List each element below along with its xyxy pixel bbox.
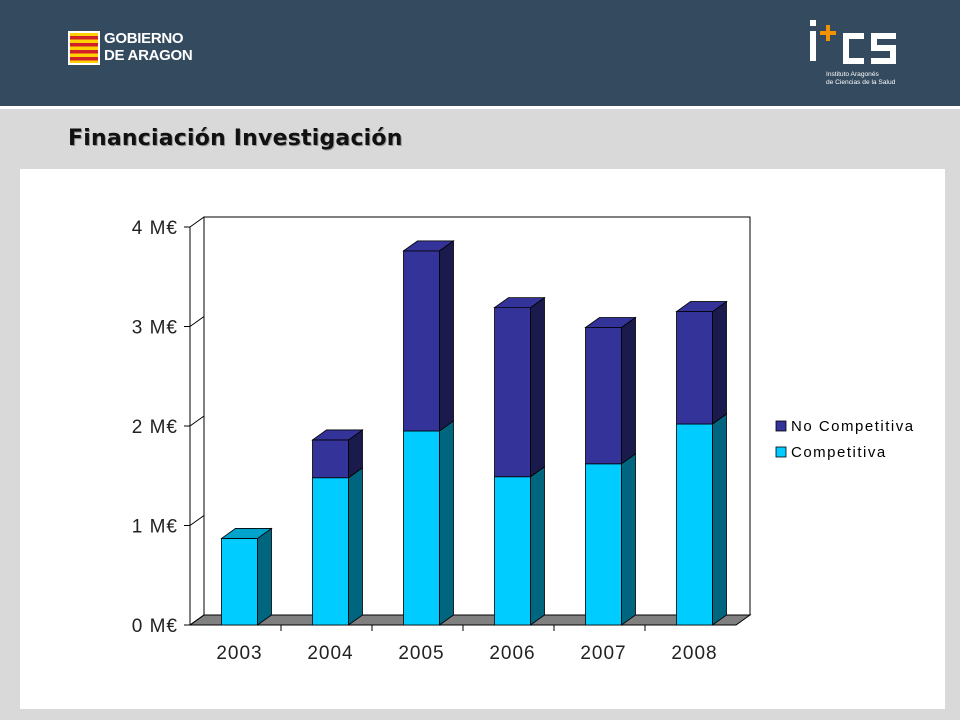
bar-top-face bbox=[402, 240, 455, 252]
gov-logo-line1: GOBIERNO bbox=[104, 30, 184, 47]
ics-subtitle: Instituto Aragonés de Ciencias de la Sal… bbox=[826, 71, 895, 87]
ics-logo: Instituto Aragonés de Ciencias de la Sal… bbox=[806, 18, 936, 94]
chart-panel: 0 M€ 1 M€ 2 M€ 3 M€ 4 M€ 2003 2004 2005 2006 2007… bbox=[20, 169, 945, 709]
bar-competitiva-front bbox=[494, 476, 531, 626]
bar-competitiva-side bbox=[257, 527, 272, 626]
stacked-bar-chart: 0 M€ 1 M€ 2 M€ 3 M€ 4 M€ 2003 2004 2005 2006 2007… bbox=[132, 216, 915, 664]
slide-title: Financiación Investigación bbox=[68, 126, 403, 151]
y-tick-label: 4 M€ bbox=[132, 218, 178, 239]
bar-top-face bbox=[584, 317, 637, 328]
gov-logo-line2: DE ARAGON bbox=[104, 47, 193, 64]
aragon-flag-icon bbox=[68, 31, 100, 65]
bar-competitiva-front bbox=[676, 423, 713, 626]
y-tick-label: 3 M€ bbox=[132, 318, 178, 339]
legend-swatch bbox=[775, 446, 787, 458]
header-divider bbox=[0, 106, 960, 109]
bar-competitiva-side bbox=[439, 420, 454, 626]
bar-top-face bbox=[311, 429, 364, 441]
bar-no-competitiva-side bbox=[439, 240, 454, 432]
header-banner: GOBIERNO DE ARAGON Instituto Aragonés de… bbox=[0, 0, 960, 106]
bar-competitiva-front bbox=[312, 477, 349, 626]
bar-no-competitiva-front bbox=[403, 250, 440, 432]
y-tick-depth-line bbox=[189, 216, 205, 228]
ics-mark-icon bbox=[810, 20, 896, 64]
legend-label: Competitiva bbox=[791, 444, 887, 461]
x-tick-label: 2006 bbox=[489, 643, 535, 664]
y-tick-depth-line bbox=[189, 415, 205, 427]
gobierno-aragon-logo: GOBIERNO DE ARAGON bbox=[68, 28, 208, 68]
x-tick-label: 2005 bbox=[398, 643, 444, 664]
ics-sub-line1: Instituto Aragonés bbox=[826, 71, 879, 78]
bar-no-competitiva-side bbox=[530, 296, 545, 478]
bar-competitiva-front bbox=[221, 538, 258, 626]
bar-no-competitiva-side bbox=[712, 300, 727, 425]
bar-competitiva-side bbox=[621, 453, 636, 626]
x-tick-label: 2004 bbox=[307, 643, 353, 664]
bar-no-competitiva-side bbox=[621, 316, 636, 465]
gobierno-aragon-text: GOBIERNO DE ARAGON bbox=[104, 30, 193, 64]
x-tick-label: 2007 bbox=[580, 643, 626, 664]
x-tick-label: 2003 bbox=[216, 643, 262, 664]
bar-no-competitiva-front bbox=[676, 311, 713, 425]
y-tick-label: 1 M€ bbox=[132, 517, 178, 538]
y-tick-label: 2 M€ bbox=[132, 417, 178, 438]
bar-competitiva-side bbox=[712, 413, 727, 626]
legend-label: No Competitiva bbox=[791, 418, 915, 435]
legend-swatch bbox=[775, 420, 787, 432]
chart-back-wall bbox=[203, 216, 751, 616]
bar-top-face bbox=[220, 528, 273, 539]
y-tick-depth-line bbox=[189, 614, 205, 626]
y-tick-depth-line bbox=[189, 515, 205, 526]
ics-sub-line2: de Ciencias de la Salud bbox=[826, 79, 896, 86]
y-tick-label: 0 M€ bbox=[132, 616, 178, 637]
bar-no-competitiva-front bbox=[585, 327, 622, 465]
bar-competitiva-side bbox=[530, 465, 545, 626]
chart-floor bbox=[188, 614, 752, 626]
bar-competitiva-front bbox=[403, 430, 440, 626]
y-tick-depth-line bbox=[189, 316, 205, 327]
bar-top-face bbox=[675, 301, 728, 312]
bar-competitiva-side bbox=[348, 466, 363, 626]
bar-no-competitiva-front bbox=[312, 439, 349, 479]
bar-top-face bbox=[493, 297, 546, 308]
bar-no-competitiva-front bbox=[494, 307, 531, 478]
bar-competitiva-front bbox=[585, 463, 622, 626]
x-tick-label: 2008 bbox=[671, 643, 717, 664]
